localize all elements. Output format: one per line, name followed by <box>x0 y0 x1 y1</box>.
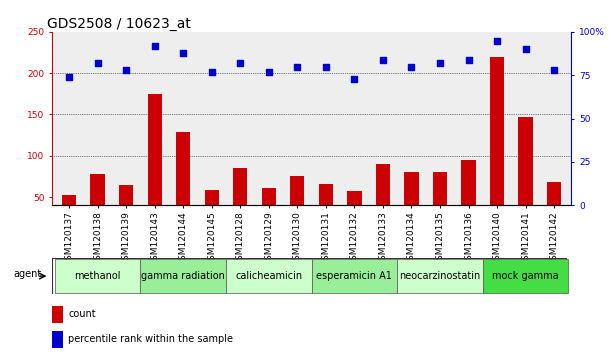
Bar <box>262 188 276 238</box>
Text: agent: agent <box>13 269 41 279</box>
Bar <box>147 94 162 238</box>
Point <box>464 57 474 62</box>
Text: calicheamicin: calicheamicin <box>235 271 302 281</box>
Text: methanol: methanol <box>75 271 121 281</box>
Bar <box>433 172 447 238</box>
Bar <box>490 57 504 238</box>
Text: mock gamma: mock gamma <box>492 271 559 281</box>
Bar <box>52 306 63 323</box>
Text: neocarzinostatin: neocarzinostatin <box>400 271 481 281</box>
Bar <box>141 259 226 293</box>
Point <box>492 38 502 44</box>
Point <box>549 67 559 73</box>
Point <box>406 64 416 69</box>
Bar <box>62 195 76 238</box>
Bar <box>205 190 219 238</box>
Text: count: count <box>68 309 96 319</box>
Bar <box>547 182 562 238</box>
Bar <box>404 172 419 238</box>
Point <box>93 60 103 66</box>
Point <box>349 76 359 81</box>
Bar <box>461 160 476 238</box>
Point <box>321 64 331 69</box>
Point <box>64 74 74 80</box>
Bar <box>376 164 390 238</box>
Bar <box>312 259 397 293</box>
Point <box>293 64 302 69</box>
Bar <box>55 259 141 293</box>
Point <box>378 57 388 62</box>
Text: gamma radiation: gamma radiation <box>141 271 225 281</box>
Bar <box>347 191 362 238</box>
Point <box>235 60 245 66</box>
Point <box>435 60 445 66</box>
Bar <box>176 132 191 238</box>
Bar <box>52 331 63 348</box>
Point <box>521 46 530 52</box>
Text: percentile rank within the sample: percentile rank within the sample <box>68 334 233 344</box>
Text: GDS2508 / 10623_at: GDS2508 / 10623_at <box>47 17 191 31</box>
Point <box>264 69 274 75</box>
Point <box>150 43 159 48</box>
Point <box>207 69 217 75</box>
Point <box>121 67 131 73</box>
Bar <box>233 168 247 238</box>
Bar <box>319 184 333 238</box>
Bar <box>119 185 133 238</box>
Bar <box>397 259 483 293</box>
Text: esperamicin A1: esperamicin A1 <box>316 271 392 281</box>
Bar <box>483 259 568 293</box>
Bar <box>519 117 533 238</box>
Bar <box>290 176 304 238</box>
Bar <box>90 174 104 238</box>
Bar <box>226 259 312 293</box>
Point <box>178 50 188 56</box>
